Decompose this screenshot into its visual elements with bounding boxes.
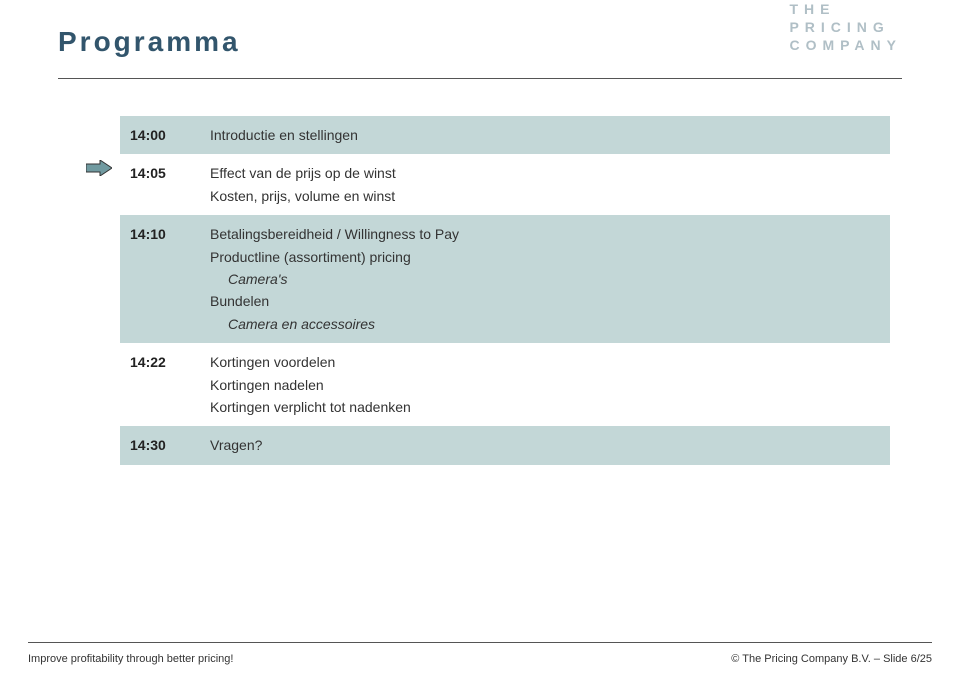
agenda-row: 14:22Kortingen voordelenKortingen nadele… [120, 343, 890, 426]
company-logo: THE PRICING COMPANY [789, 0, 902, 54]
current-item-arrow-icon [86, 160, 112, 176]
agenda-line: Kosten, prijs, volume en winst [210, 185, 880, 207]
agenda-line: Betalingsbereidheid / Willingness to Pay [210, 223, 880, 245]
logo-line-3: COMPANY [789, 36, 902, 54]
agenda-line: Productline (assortiment) pricing [210, 246, 880, 268]
agenda-row: 14:00 Introductie en stellingen [120, 116, 890, 154]
agenda-line: Kortingen voordelen [210, 351, 880, 373]
title-rule [58, 78, 902, 79]
logo-line-2: PRICING [789, 18, 902, 36]
agenda-body: Introductie en stellingen [200, 116, 890, 154]
agenda-body: Betalingsbereidheid / Willingness to Pay… [200, 215, 890, 343]
agenda-line: Camera en accessoires [210, 313, 880, 335]
agenda-body: Kortingen voordelenKortingen nadelenKort… [200, 343, 890, 426]
agenda-time: 14:05 [120, 154, 200, 215]
footer-rule [28, 642, 932, 643]
logo-line-1: THE [789, 0, 902, 18]
agenda-row: 14:30 Vragen? [120, 426, 890, 464]
agenda-line: Kortingen nadelen [210, 374, 880, 396]
agenda-body: Vragen? [200, 426, 890, 464]
agenda-time: 14:30 [120, 426, 200, 464]
agenda-line: Camera's [210, 268, 880, 290]
agenda-row: 14:05Effect van de prijs op de winstKost… [120, 154, 890, 215]
agenda-line: Effect van de prijs op de winst [210, 162, 880, 184]
page-title: Programma [58, 26, 241, 58]
footer-left: Improve profitability through better pri… [28, 653, 233, 665]
agenda-time: 14:00 [120, 116, 200, 154]
footer-right: © The Pricing Company B.V. – Slide 6/25 [731, 653, 932, 665]
slide: Programma THE PRICING COMPANY 14:00 Intro… [0, 0, 960, 677]
agenda-body: Effect van de prijs op de winstKosten, p… [200, 154, 890, 215]
agenda-row: 14:10Betalingsbereidheid / Willingness t… [120, 215, 890, 343]
agenda-line: Introductie en stellingen [210, 124, 880, 146]
agenda-time: 14:10 [120, 215, 200, 343]
agenda-line: Bundelen [210, 290, 880, 312]
agenda-line: Vragen? [210, 434, 880, 456]
agenda-time: 14:22 [120, 343, 200, 426]
agenda-table: 14:00Introductie en stellingen14:05Effec… [120, 116, 890, 465]
agenda-line: Kortingen verplicht tot nadenken [210, 396, 880, 418]
